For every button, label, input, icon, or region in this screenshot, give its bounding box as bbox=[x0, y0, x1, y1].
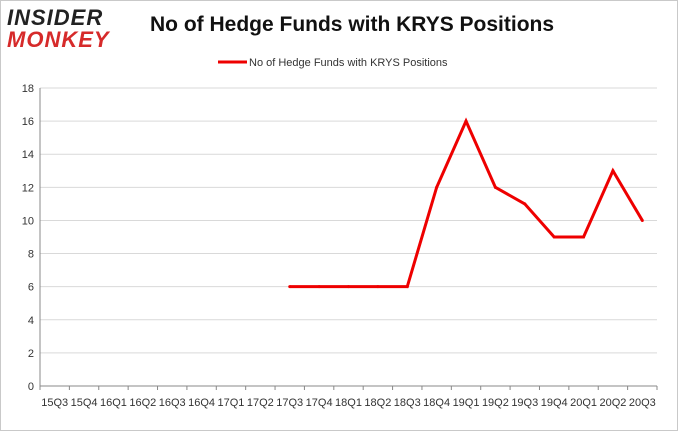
data-point-19Q3 bbox=[523, 202, 527, 206]
y-tick-label-16: 16 bbox=[22, 116, 34, 128]
series-lines bbox=[288, 117, 644, 289]
legend: No of Hedge Funds with KRYS Positions bbox=[218, 57, 448, 69]
logo-text-insider: INSIDER bbox=[7, 5, 104, 30]
gridlines bbox=[40, 87, 657, 354]
x-tick-labels: 15Q3 15Q4 16Q1 16Q2 16Q3 16Q4 17Q1 17Q2 17Q3 17Q4… bbox=[41, 397, 656, 409]
x-tick-label-15Q4: 15Q4 bbox=[71, 397, 98, 409]
data-point-19Q2 bbox=[493, 185, 497, 189]
logo-text-monkey: MONKEY bbox=[7, 27, 110, 52]
y-tick-label-8: 8 bbox=[28, 249, 34, 261]
data-point-17Q3 bbox=[288, 285, 292, 289]
insider-monkey-logo: INSIDER MONKEY bbox=[7, 7, 125, 57]
x-tick-label-16Q2: 16Q2 bbox=[129, 397, 156, 409]
x-tick-label-17Q4: 17Q4 bbox=[306, 397, 333, 409]
x-tick-label-20Q1: 20Q1 bbox=[570, 397, 597, 409]
y-tick-labels: 0 2 4 6 8 10 12 14 16 18 bbox=[22, 83, 34, 393]
x-tick-label-19Q4: 19Q4 bbox=[541, 397, 568, 409]
chart-title: No of Hedge Funds with KRYS Positions bbox=[150, 13, 555, 36]
data-point-18Q3 bbox=[405, 285, 409, 289]
data-point-19Q4 bbox=[552, 235, 556, 239]
x-tick-label-20Q3: 20Q3 bbox=[629, 397, 656, 409]
x-tick-label-19Q3: 19Q3 bbox=[511, 397, 538, 409]
x-tick-label-17Q1: 17Q1 bbox=[218, 397, 245, 409]
data-point-18Q1 bbox=[347, 285, 350, 289]
x-tick-label-16Q4: 16Q4 bbox=[188, 397, 215, 409]
x-tick-label-15Q3: 15Q3 bbox=[41, 397, 68, 409]
x-tick-label-17Q3: 17Q3 bbox=[276, 397, 303, 409]
y-tick-label-2: 2 bbox=[28, 348, 34, 360]
data-point-18Q2 bbox=[376, 285, 380, 289]
y-tick-label-10: 10 bbox=[22, 215, 34, 227]
data-point-20Q2 bbox=[611, 169, 615, 173]
x-tick-label-16Q1: 16Q1 bbox=[100, 397, 127, 409]
legend-label: No of Hedge Funds with KRYS Positions bbox=[249, 57, 448, 69]
x-tick-label-19Q2: 19Q2 bbox=[482, 397, 509, 409]
x-tick-label-18Q2: 18Q2 bbox=[364, 397, 391, 409]
series-line-0 bbox=[289, 117, 644, 289]
data-point-18Q4 bbox=[435, 185, 439, 189]
x-tick-label-18Q3: 18Q3 bbox=[394, 397, 421, 409]
x-tick-label-20Q2: 20Q2 bbox=[599, 397, 626, 409]
data-point-17Q4 bbox=[317, 285, 321, 289]
x-tick-label-19Q1: 19Q1 bbox=[453, 397, 480, 409]
data-point-19Q1 bbox=[464, 119, 468, 123]
x-tick-label-18Q4: 18Q4 bbox=[423, 397, 450, 409]
y-tick-label-0: 0 bbox=[28, 381, 34, 393]
data-point-20Q3 bbox=[640, 218, 644, 222]
y-tick-label-14: 14 bbox=[22, 149, 34, 161]
y-tick-label-18: 18 bbox=[22, 83, 34, 95]
y-tick-label-6: 6 bbox=[28, 282, 34, 294]
data-point-20Q1 bbox=[582, 235, 586, 239]
x-tick-label-17Q2: 17Q2 bbox=[247, 397, 274, 409]
x-tick-label-18Q1: 18Q1 bbox=[335, 397, 362, 409]
y-tick-label-12: 12 bbox=[22, 182, 34, 194]
y-tick-label-4: 4 bbox=[28, 315, 34, 327]
axes bbox=[39, 88, 658, 390]
x-tick-label-16Q3: 16Q3 bbox=[159, 397, 186, 409]
